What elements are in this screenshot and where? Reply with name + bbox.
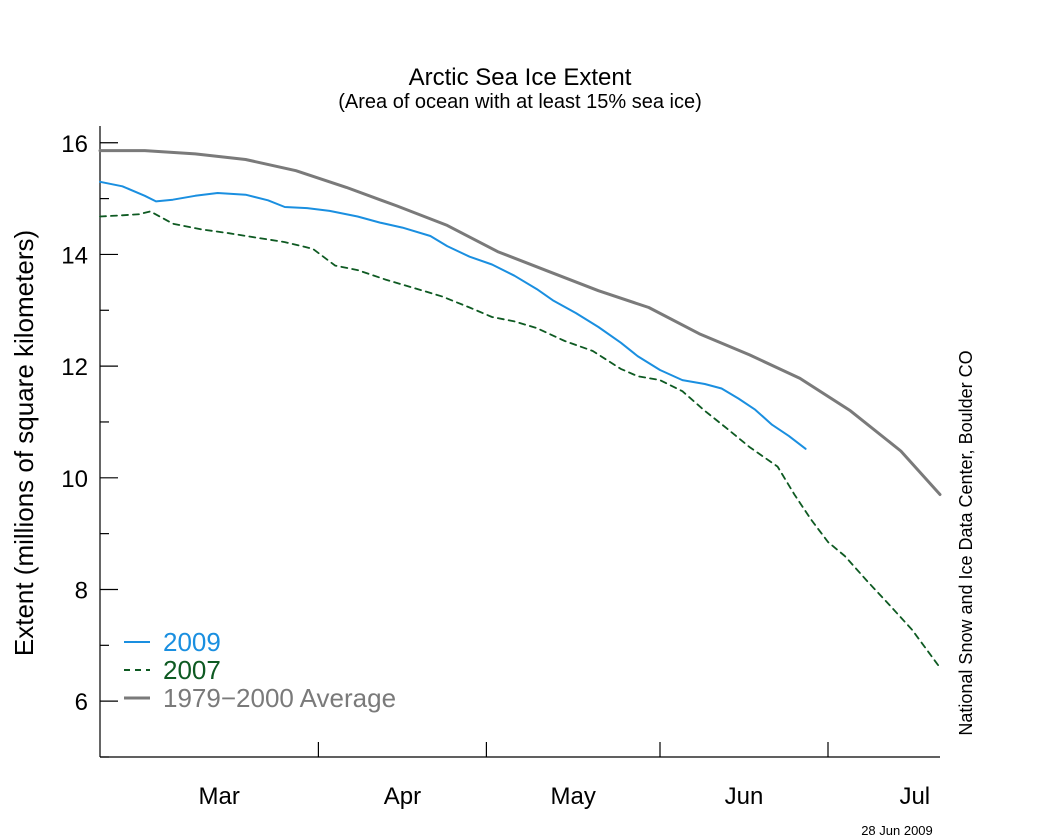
x-tick-label: Jun: [725, 783, 764, 810]
x-tick-label: Apr: [384, 783, 421, 810]
legend-label: 1979−2000 Average: [163, 683, 396, 713]
x-tick-label: Jul: [899, 783, 930, 810]
legend-label: 2009: [163, 627, 221, 657]
chart-title: Arctic Sea Ice Extent: [409, 64, 632, 91]
x-tick-label: May: [551, 783, 596, 810]
chart-subtitle: (Area of ocean with at least 15% sea ice…: [338, 91, 702, 113]
y-tick-label: 14: [61, 242, 88, 269]
y-tick-label: 6: [75, 689, 88, 716]
legend-label: 2007: [163, 655, 221, 685]
series-line-1979-2000-average: [98, 149, 942, 496]
series-line-2009: [99, 180, 807, 450]
date-stamp: 28 Jun 2009: [861, 823, 933, 838]
series-layer: [98, 149, 942, 669]
credit-text: National Snow and Ice Data Center, Bould…: [956, 350, 976, 735]
y-axis-label: Extent (millions of square kilometers): [9, 230, 39, 656]
y-tick-label: 16: [61, 131, 88, 158]
y-tick-label: 10: [61, 466, 88, 493]
series-line-2007: [99, 210, 941, 669]
x-tick-label: Mar: [199, 783, 240, 810]
axes: 6 8 10 12 14 16 Mar Apr May Jun Jul: [61, 126, 940, 810]
y-tick-label: 8: [75, 577, 88, 604]
y-tick-label: 12: [61, 354, 88, 381]
